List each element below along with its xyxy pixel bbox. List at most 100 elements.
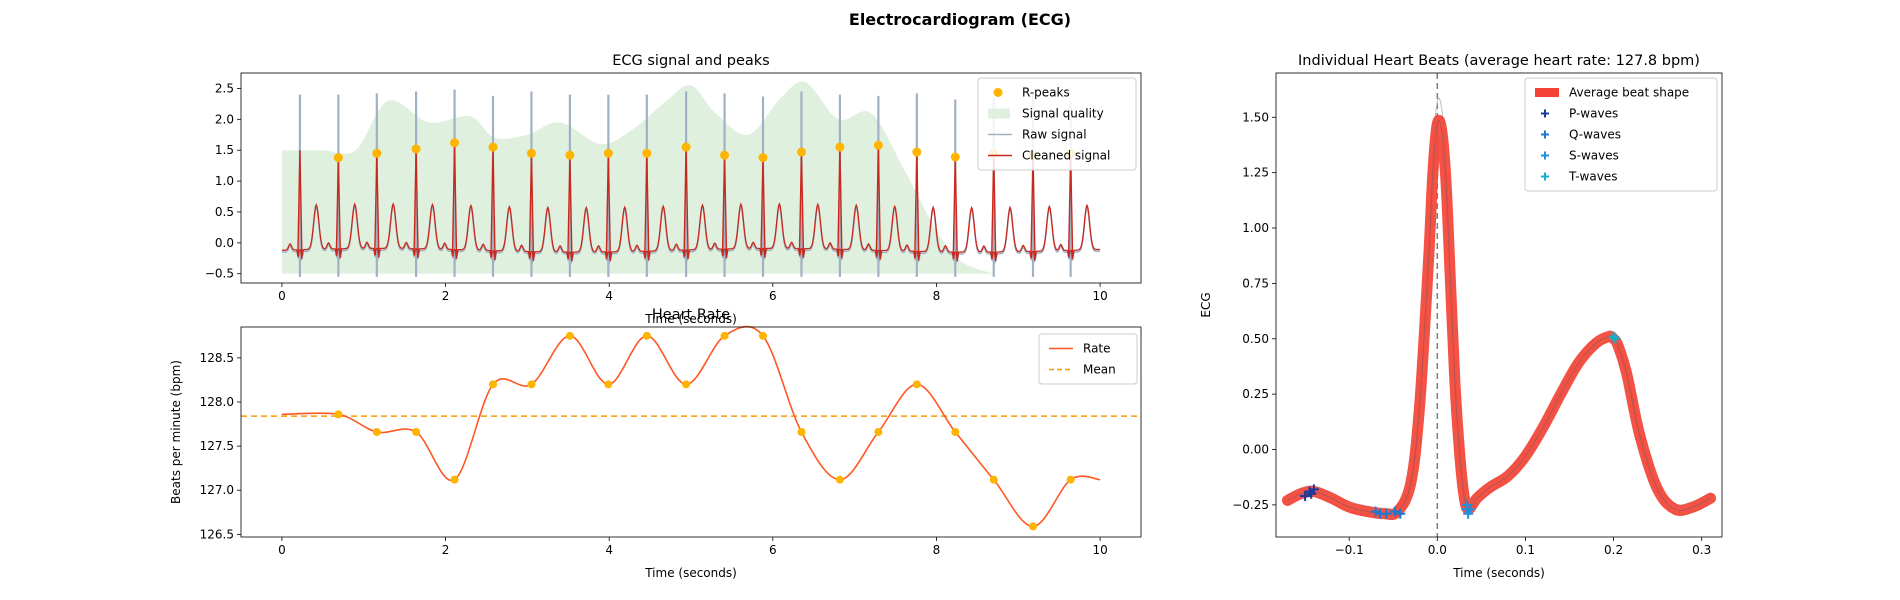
heart-rate-panel: 0 2 4 6 8 10 126.5 127.0 127.5 128.0 128.5 Heart Ra… — [169, 307, 1142, 580]
legend-label: Average beat shape — [1569, 86, 1689, 100]
r-peak-marker — [912, 147, 922, 157]
y-tick-label: 1.5 — [215, 143, 234, 157]
y-tick-label: 0.75 — [1242, 276, 1269, 290]
x-axis-label: Time (seconds) — [644, 566, 737, 580]
r-peak-marker — [720, 150, 730, 160]
y-tick-label: 0.0 — [215, 236, 234, 250]
x-axis-label: Time (seconds) — [644, 312, 737, 326]
y-tick-label: 1.50 — [1242, 110, 1269, 124]
rate-peak-marker — [372, 428, 381, 436]
x-tick-label: 2 — [442, 289, 450, 303]
legend-label: S-waves — [1569, 149, 1619, 163]
legend-box — [1524, 77, 1718, 192]
rate-peak-marker — [604, 380, 613, 389]
legend-swatch — [988, 108, 1010, 119]
r-peak-marker — [681, 142, 691, 152]
rate-peak-marker — [489, 380, 497, 389]
y-tick-label: −0.25 — [1232, 498, 1269, 512]
r-peak-marker — [411, 144, 421, 154]
legend-label: Signal quality — [1022, 107, 1104, 121]
rate-peak-marker — [682, 380, 691, 389]
y-axis-label: Beats per minute (bpm) — [169, 360, 183, 504]
rate-peak-marker — [759, 331, 767, 340]
legend-label: Rate — [1083, 342, 1111, 356]
rate-peak-marker — [527, 380, 536, 389]
y-tick-label: 126.5 — [200, 527, 234, 541]
r-peak-marker — [642, 148, 652, 158]
panel-title: ECG signal and peaks — [612, 53, 769, 69]
x-tick-label: 0.3 — [1692, 543, 1711, 557]
x-tick-label: 8 — [933, 289, 941, 303]
heart-beats-panel: −0.1 0.0 0.1 0.2 0.3 −0.25 0.00 0.25 0.50 0.75 1.0… — [1199, 53, 1723, 580]
plot-frame — [240, 72, 1142, 284]
y-tick-label: 0.00 — [1242, 443, 1269, 457]
y-axis-label: ECG — [1199, 292, 1213, 317]
legend-swatch — [993, 88, 1003, 97]
rate-peak-marker — [989, 475, 998, 484]
r-peak-marker — [372, 148, 382, 158]
x-tick-label: −0.1 — [1335, 543, 1364, 557]
x-tick-label: 10 — [1092, 289, 1107, 303]
r-peak-marker — [526, 148, 536, 158]
y-tick-label: 2.5 — [215, 81, 234, 95]
panel-title: Individual Heart Beats (average heart ra… — [1298, 53, 1700, 69]
x-tick-label: 2 — [442, 543, 450, 557]
y-tick-label: 1.00 — [1242, 221, 1269, 235]
y-tick-label: 0.5 — [215, 205, 234, 219]
figure-suptitle: Electrocardiogram (ECG) — [849, 10, 1071, 29]
cleaned-signal-spike — [297, 150, 303, 259]
rate-peak-marker — [450, 475, 459, 484]
x-tick-label: 4 — [605, 543, 613, 557]
r-peak-marker — [450, 138, 460, 148]
r-peak-marker — [565, 150, 575, 160]
x-axis-label: Time (seconds) — [1452, 566, 1545, 580]
x-tick-label: 6 — [769, 289, 777, 303]
legend-label: Q-waves — [1569, 128, 1621, 142]
rate-peak-marker — [720, 331, 729, 340]
rate-peak-marker — [412, 428, 421, 436]
legend-label: T-waves — [1568, 170, 1617, 184]
rate-peak-marker — [642, 331, 651, 340]
y-tick-label: 127.5 — [200, 439, 234, 453]
x-tick-label: 4 — [605, 289, 613, 303]
y-tick-label: 1.0 — [215, 174, 234, 188]
y-tick-label: −0.5 — [205, 267, 234, 281]
plot-frame — [1275, 72, 1723, 538]
legend-label: Mean — [1083, 363, 1116, 377]
signal-quality-area — [281, 81, 994, 274]
y-tick-label: 127.0 — [200, 483, 234, 497]
legend-label: Raw signal — [1022, 128, 1087, 142]
y-tick-label: 1.25 — [1242, 166, 1269, 180]
y-tick-label: 128.0 — [200, 395, 234, 409]
rate-peak-marker — [874, 428, 883, 436]
x-tick-label: 10 — [1092, 543, 1107, 557]
rate-peak-marker — [1066, 475, 1075, 484]
rate-peak-marker — [565, 331, 574, 340]
ecg-signal-panel: 0 2 4 6 8 10 −0.5 0.0 0.5 1.0 1.5 2.0 2.5 ECG signal … — [205, 53, 1142, 326]
rate-peak-marker — [1029, 522, 1037, 531]
r-peak-marker — [488, 142, 498, 152]
y-tick-label: 0.25 — [1242, 387, 1269, 401]
r-peak-marker — [835, 142, 845, 152]
rate-peak-marker — [951, 428, 960, 436]
x-tick-label: 0 — [278, 289, 286, 303]
x-tick-label: 6 — [769, 543, 777, 557]
x-tick-label: 0.1 — [1516, 543, 1535, 557]
x-tick-label: 0.2 — [1604, 543, 1623, 557]
panel-title: Heart Rate — [652, 307, 730, 323]
r-peak-marker — [758, 153, 768, 163]
y-tick-label: 0.50 — [1242, 332, 1269, 346]
rate-peak-marker — [334, 410, 343, 419]
x-tick-label: 8 — [933, 543, 941, 557]
rate-peak-marker — [912, 380, 921, 389]
legend-label: P-waves — [1569, 107, 1618, 121]
r-peak-marker — [873, 140, 883, 150]
rate-peak-marker — [835, 475, 844, 484]
y-tick-label: 2.0 — [215, 112, 234, 126]
legend-box — [1038, 333, 1138, 385]
y-tick-label: 128.5 — [200, 351, 234, 365]
r-peak-marker — [333, 153, 343, 163]
legend-label: R-peaks — [1022, 86, 1070, 100]
r-peak-marker — [603, 148, 613, 158]
x-tick-label: 0 — [278, 543, 286, 557]
